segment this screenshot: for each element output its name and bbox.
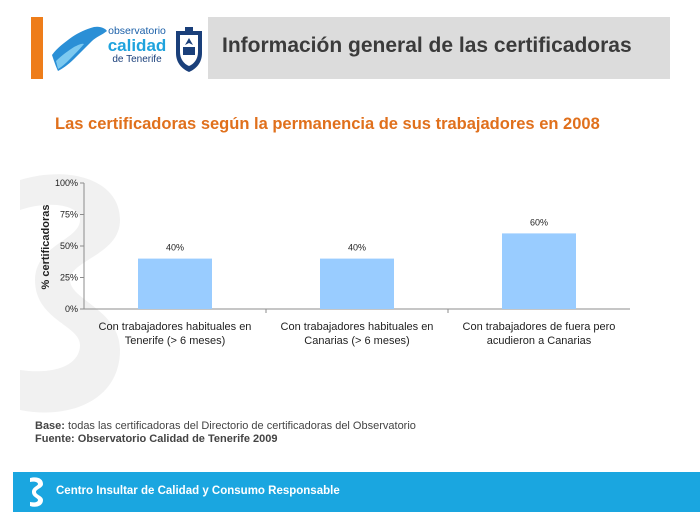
x-tick-label: Tenerife (> 6 meses) (125, 335, 226, 347)
observatorio-logo: observatorio calidad de Tenerife (50, 19, 206, 79)
x-tick-label: Canarias (> 6 meses) (304, 335, 409, 347)
x-tick-label: Con trabajadores habituales en (281, 321, 434, 333)
footer-logo-icon (30, 477, 43, 507)
logo-line2: calidad (107, 36, 167, 55)
footer-bar: Centro Insultar de Calidad y Consumo Res… (13, 472, 700, 512)
value-label: 60% (530, 217, 548, 227)
accent-bar (31, 17, 43, 79)
x-labels: Con trabajadores habituales en Tenerife (… (99, 309, 616, 347)
value-label: 40% (348, 243, 366, 253)
bar (502, 233, 576, 309)
watermark-icon (20, 174, 120, 413)
base-note: Base: todas las certificadoras del Direc… (35, 420, 416, 432)
page-title: Información general de las certificadora… (222, 34, 632, 57)
base-text: todas las certificadoras del Directorio … (64, 420, 416, 432)
y-tick-label: 100% (55, 178, 78, 188)
logo-line1: observatorio (108, 25, 166, 37)
source-note: Fuente: Observatorio Calidad de Tenerife… (35, 433, 278, 445)
header-banner: Información general de las certificadora… (208, 17, 670, 79)
value-label: 40% (166, 243, 184, 253)
y-tick-label: 0% (65, 304, 78, 314)
base-label: Base: (35, 420, 65, 432)
logo-line3: de Tenerife (112, 54, 162, 65)
y-tick-label: 75% (60, 210, 78, 220)
chart-title: Las certificadoras según la permanencia … (55, 115, 600, 133)
tenerife-island-icon (52, 26, 107, 72)
y-ticks: 0% 25% 50% 75% 100% (55, 178, 84, 314)
bar-chart: 0% 25% 50% 75% 100% 40% 40% 60% Con trabajador… (40, 178, 630, 347)
x-tick-label: acudieron a Canarias (487, 335, 592, 347)
chart-bars (138, 233, 576, 309)
bar (320, 258, 394, 309)
y-axis-label: % certificadoras (40, 205, 52, 290)
bar (138, 258, 212, 309)
value-labels: 40% 40% 60% (166, 217, 548, 252)
cabildo-shield-icon (176, 27, 202, 72)
x-tick-label: Con trabajadores de fuera pero (463, 321, 616, 333)
logo-text: observatorio calidad de Tenerife (105, 25, 169, 66)
x-tick-label: Con trabajadores habituales en (99, 321, 252, 333)
y-tick-label: 50% (60, 241, 78, 251)
y-tick-label: 25% (60, 273, 78, 283)
footer-text: Centro Insultar de Calidad y Consumo Res… (56, 485, 340, 497)
